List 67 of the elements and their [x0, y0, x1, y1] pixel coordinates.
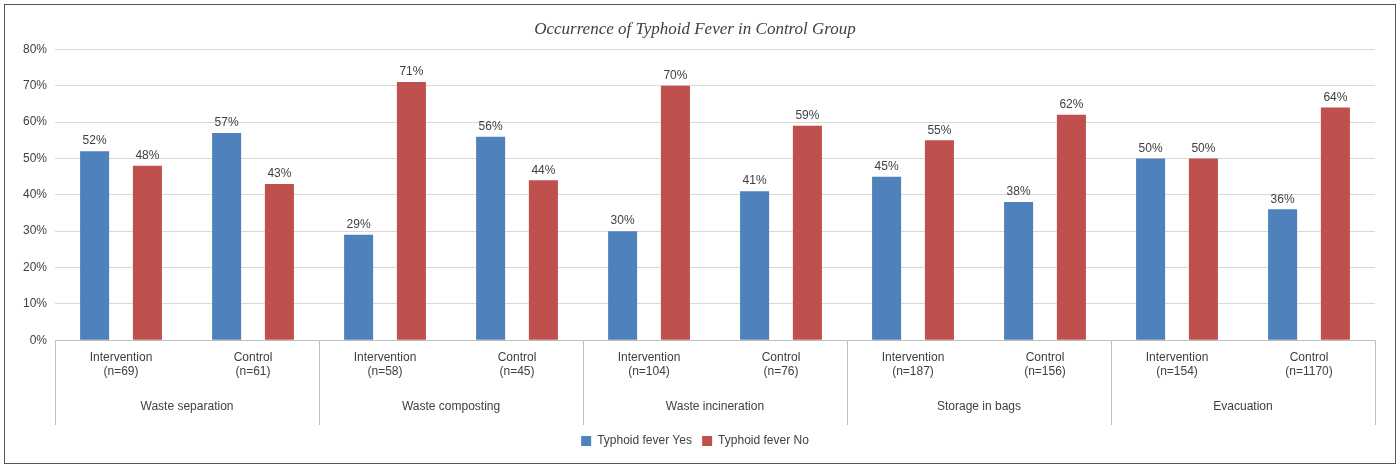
y-tick-label: 70%	[22, 78, 48, 93]
text: Evacuation	[1213, 399, 1273, 414]
bar	[872, 176, 902, 340]
data-label: 45%	[874, 158, 899, 173]
y-tick-label: 50%	[22, 150, 48, 165]
text: Storage in bags	[936, 399, 1022, 414]
data-label: 62%	[1059, 97, 1084, 112]
data-label: 55%	[927, 122, 952, 137]
data-label: 41%	[742, 173, 767, 188]
bar	[924, 140, 954, 340]
data-label: 44%	[531, 162, 556, 177]
bar	[476, 136, 506, 340]
y-tick-label: 10%	[22, 296, 48, 311]
bar	[740, 191, 770, 340]
data-label: 70%	[663, 68, 688, 83]
data-label: 43%	[267, 166, 292, 181]
text: Waste separation	[140, 399, 234, 414]
y-tick-label: 30%	[22, 223, 48, 238]
x-tick-label: Control (n=45)	[497, 349, 537, 379]
x-tick-label: Intervention (n=187)	[881, 349, 945, 379]
data-label: 59%	[795, 108, 820, 123]
bar	[264, 183, 294, 340]
x-tick-label: Intervention (n=58)	[353, 349, 417, 379]
x-tick-label: Control (n=1170)	[1285, 349, 1333, 379]
y-tick-label: 80%	[22, 41, 48, 56]
legend-label: Typhoid fever No	[718, 433, 810, 448]
bar	[1004, 202, 1034, 340]
data-label: 38%	[1006, 184, 1031, 199]
text: Waste composting	[401, 399, 501, 414]
x-tick-label: Intervention (n=104)	[617, 349, 681, 379]
data-label: 52%	[82, 133, 107, 148]
bar	[1188, 158, 1218, 340]
x-tick-label: Control (n=76)	[761, 349, 801, 379]
data-label: 56%	[478, 118, 503, 133]
data-label: 50%	[1138, 140, 1163, 155]
y-tick-label: 40%	[22, 187, 48, 202]
bar	[80, 151, 110, 340]
data-label: 71%	[399, 64, 424, 79]
bar	[1320, 107, 1350, 340]
bar	[1056, 114, 1086, 340]
x-tick-label: Intervention (n=69)	[89, 349, 153, 379]
text: Waste incineration	[665, 399, 765, 414]
bar	[608, 231, 638, 340]
data-label: 50%	[1191, 140, 1216, 155]
data-label: 48%	[135, 148, 160, 163]
x-tick-label: Intervention (n=154)	[1145, 349, 1209, 379]
data-label: 64%	[1323, 89, 1348, 104]
x-tick-label: Control (n=156)	[1024, 349, 1066, 379]
data-label: 30%	[610, 213, 635, 228]
y-tick-label: 60%	[22, 114, 48, 129]
data-label: 36%	[1270, 191, 1295, 206]
chart-title: Occurrence of Typhoid Fever in Control Group	[534, 18, 856, 38]
y-tick-label: 0%	[29, 332, 48, 347]
legend-label: Typhoid fever Yes	[597, 433, 692, 448]
bar	[132, 165, 162, 340]
x-tick-label: Control (n=61)	[233, 349, 273, 379]
bar	[344, 234, 374, 340]
bar	[792, 125, 822, 340]
data-label: 29%	[346, 217, 371, 232]
bar	[212, 133, 242, 340]
bar	[1136, 158, 1166, 340]
bar	[1268, 209, 1298, 340]
bar	[528, 180, 558, 340]
data-label: 57%	[214, 115, 239, 130]
bar	[660, 85, 690, 340]
y-tick-label: 20%	[22, 259, 48, 274]
bar	[396, 82, 426, 340]
